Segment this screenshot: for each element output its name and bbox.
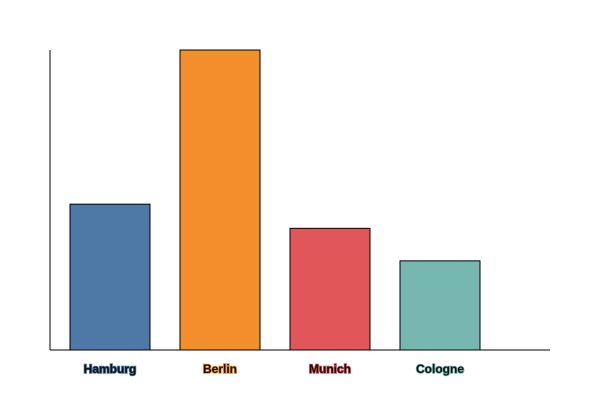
bar <box>179 49 261 351</box>
x-tick-label: Hamburg <box>84 362 137 376</box>
x-tick-label: Berlin <box>203 362 237 376</box>
bar <box>69 203 151 351</box>
bar <box>289 227 371 351</box>
bar <box>399 260 481 351</box>
x-tick-label: Munich <box>309 362 351 376</box>
x-tick-label: Cologne <box>416 362 464 376</box>
